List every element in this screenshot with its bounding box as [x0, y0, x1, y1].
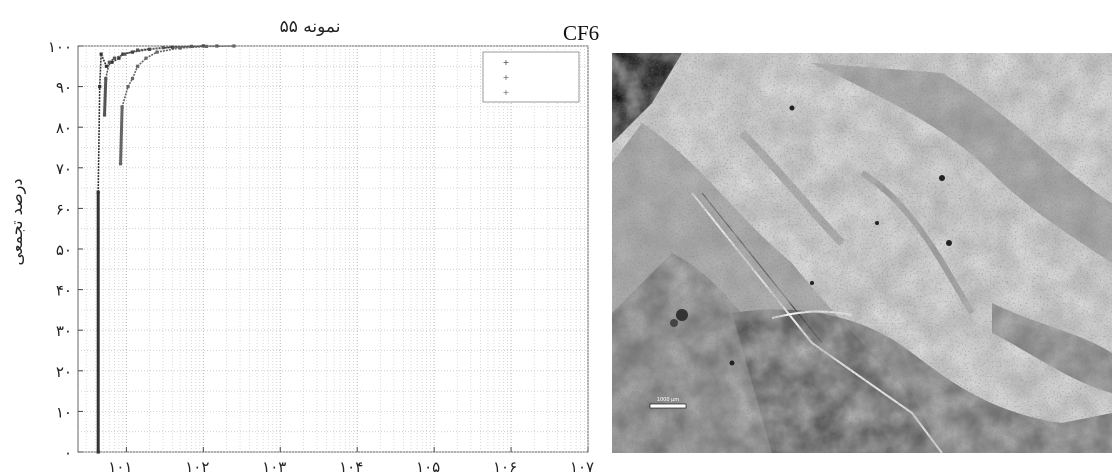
y-tick-label: ۸۰ — [56, 119, 72, 137]
legend-marker: + — [503, 73, 510, 82]
legend-marker: + — [503, 58, 510, 67]
x-tick-label: ۱۰۶ — [493, 458, 517, 475]
data-point — [136, 64, 140, 68]
y-tick-label: ۴۰ — [56, 282, 72, 300]
micrograph-image: 1000 µm — [612, 53, 1112, 454]
series-line — [119, 106, 124, 164]
series-line — [105, 61, 113, 67]
x-tick-label: ۱۰۳ — [262, 458, 286, 475]
series-line — [108, 57, 115, 63]
x-tick-label: ۱۰۷ — [570, 458, 594, 475]
legend-marker: + — [503, 88, 510, 97]
y-tick-label: ۲۰ — [56, 363, 72, 381]
chart-svg: + + + ۰ ۱۰ ۲۰ ۳۰ ۴۰ ۵۰ ۶۰ ۷۰ ۸۰ ۹۰ ۱۰۰ ۱۰۱ ۱۰۲ ۱۰۳ ۱۰۴ ۱۰… — [7, 17, 594, 475]
series-line — [105, 62, 111, 79]
series-line — [124, 49, 138, 55]
y-tick-label: ۵۰ — [56, 241, 72, 259]
legend: + + + — [482, 51, 580, 103]
photo-label: CF6 — [563, 21, 600, 45]
x-tick-label: ۱۰۱ — [108, 458, 132, 475]
cumulative-percent-chart: + + + ۰ ۱۰ ۲۰ ۳۰ ۴۰ ۵۰ ۶۰ ۷۰ ۸۰ ۹۰ ۱۰۰ ۱۰۱ ۱۰۲ ۱۰۳ ۱۰۴ ۱۰… — [7, 17, 594, 475]
series-line — [111, 57, 120, 63]
y-tick-label: ۱۰۰ — [48, 38, 72, 56]
x-tick-label: ۱۰۴ — [339, 458, 363, 475]
scale-bar — [649, 403, 687, 409]
series-line — [121, 86, 129, 108]
y-tick-label: ۳۰ — [56, 322, 72, 340]
series-line — [156, 47, 181, 53]
tick-labels: ۰ ۱۰ ۲۰ ۳۰ ۴۰ ۵۰ ۶۰ ۷۰ ۸۰ ۹۰ ۱۰۰ ۱۰۱ ۱۰۲ ۱۰۳ ۱۰۴ ۱۰۵ ۱۰۶… — [48, 38, 594, 475]
y-tick-label: ۷۰ — [56, 160, 72, 178]
scale-bar-label: 1000 µm — [657, 397, 679, 403]
x-tick-label: ۱۰۵ — [416, 458, 440, 475]
series-line — [163, 45, 192, 49]
series-line — [145, 51, 158, 59]
x-tick-label: ۱۰۲ — [185, 458, 209, 475]
series-line — [118, 53, 124, 59]
micrograph-picture: 1000 µm — [612, 53, 1112, 454]
data-point — [147, 47, 152, 51]
series-line — [127, 78, 134, 87]
y-tick-label: ۱۰ — [56, 403, 72, 421]
series-line — [131, 65, 139, 79]
series-line — [97, 86, 101, 193]
series-line — [100, 53, 108, 67]
series-line — [98, 54, 102, 87]
legend-box — [482, 51, 580, 103]
series-line — [137, 46, 164, 51]
grid-lines — [78, 45, 589, 453]
data-series — [96, 44, 236, 454]
y-tick-label: ۰ — [64, 444, 72, 462]
series-line — [103, 78, 108, 116]
series-line — [114, 53, 125, 59]
chart-title: نمونه ۵۵ — [280, 17, 341, 37]
series-line — [137, 57, 147, 67]
y-axis-label: درصد تجمعی — [7, 178, 27, 265]
y-tick-label: ۶۰ — [56, 200, 72, 218]
y-tick-label: ۹۰ — [56, 79, 72, 97]
series-line — [180, 45, 207, 49]
